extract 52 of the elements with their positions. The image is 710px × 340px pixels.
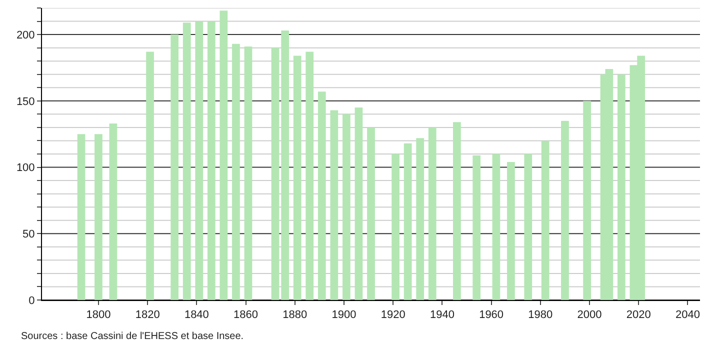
bar bbox=[561, 120, 569, 300]
x-tick-label: 1880 bbox=[282, 309, 308, 322]
bar bbox=[232, 44, 240, 300]
x-tick-label: 2000 bbox=[577, 309, 602, 322]
x-tick-label: 1960 bbox=[479, 309, 504, 322]
bar bbox=[416, 138, 424, 300]
y-tick-label: 200 bbox=[16, 29, 35, 42]
x-tick-label: 1840 bbox=[184, 309, 209, 322]
bar bbox=[271, 48, 280, 300]
bar bbox=[367, 127, 375, 300]
x-tick-label: 1940 bbox=[430, 309, 454, 322]
bar bbox=[618, 74, 626, 300]
bar bbox=[306, 52, 314, 300]
bar bbox=[507, 162, 515, 300]
bar bbox=[472, 155, 480, 300]
x-tick-label: 1900 bbox=[332, 309, 356, 322]
bar bbox=[281, 30, 289, 300]
bar bbox=[342, 114, 350, 300]
y-tick-label: 0 bbox=[28, 294, 35, 307]
bar bbox=[109, 123, 118, 300]
bar bbox=[207, 21, 216, 300]
y-tick-label: 100 bbox=[16, 162, 35, 174]
bar bbox=[392, 154, 400, 300]
x-tick-label: 1820 bbox=[135, 309, 160, 322]
bar bbox=[541, 140, 550, 300]
x-tick-label: 1980 bbox=[528, 309, 553, 322]
bar bbox=[583, 100, 591, 300]
bar bbox=[220, 10, 228, 300]
y-tick-label: 50 bbox=[22, 228, 35, 240]
bar bbox=[330, 110, 338, 300]
bar bbox=[428, 127, 436, 300]
bar bbox=[318, 92, 326, 300]
x-tick-label: 1860 bbox=[234, 309, 258, 322]
y-tick-label: 150 bbox=[16, 96, 35, 108]
source-note: Sources : base Cassini de l'EHESS et base Insee. bbox=[21, 331, 244, 340]
bar bbox=[94, 134, 102, 300]
bar bbox=[453, 122, 461, 300]
x-tick-label: 2040 bbox=[675, 309, 700, 322]
bar bbox=[146, 52, 154, 300]
bar bbox=[182, 22, 191, 300]
bar bbox=[404, 143, 412, 300]
bar bbox=[170, 34, 179, 300]
bar bbox=[492, 154, 500, 300]
x-tick-label: 1800 bbox=[86, 309, 111, 322]
x-tick-label: 2020 bbox=[626, 309, 651, 322]
bar bbox=[244, 46, 252, 300]
x-tick-label: 1920 bbox=[380, 309, 406, 322]
bar bbox=[524, 154, 532, 300]
bar bbox=[77, 134, 86, 300]
bar bbox=[293, 56, 302, 300]
bar bbox=[354, 108, 363, 300]
bar bbox=[195, 21, 204, 300]
